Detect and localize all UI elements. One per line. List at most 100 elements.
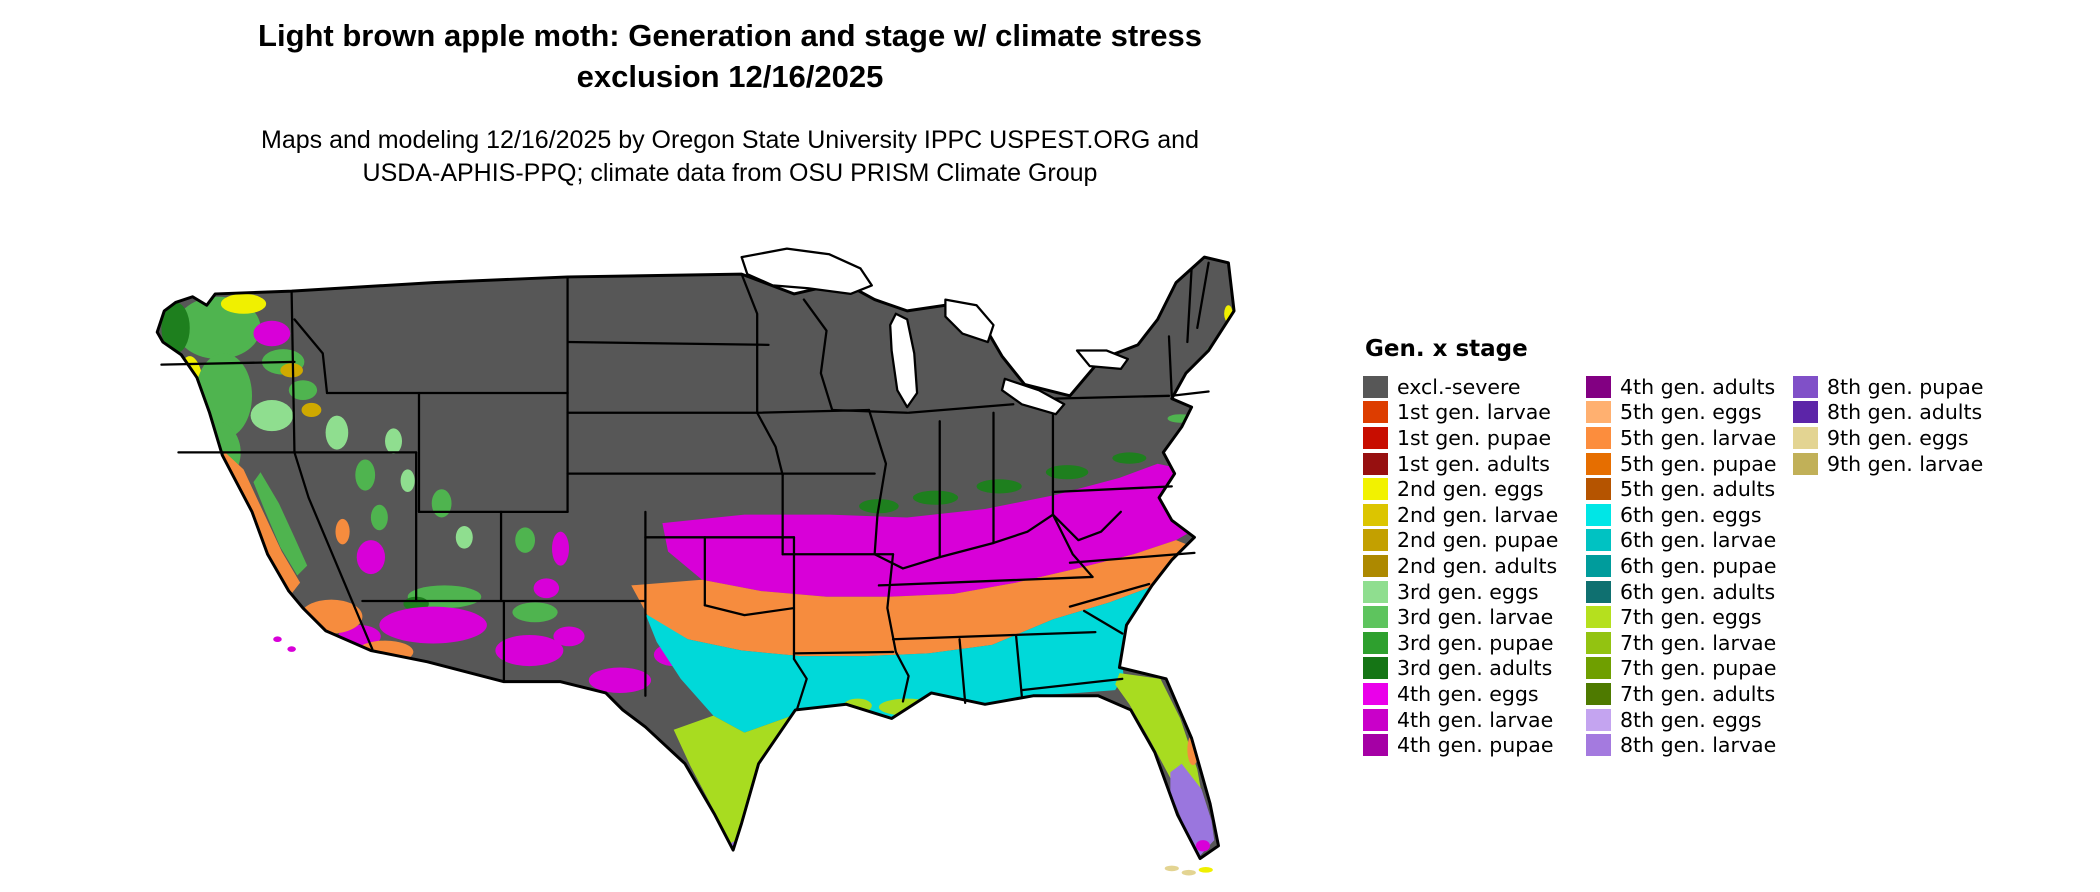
legend-label: 6th gen. adults — [1620, 579, 1776, 604]
legend-label: 7th gen. larvae — [1620, 630, 1777, 655]
state-borders — [160, 261, 1210, 712]
subtitle-line-2: USDA-APHIS-PPQ; climate data from OSU PR… — [362, 159, 1098, 188]
legend-column: excl.-severe 1st gen. larvae 1st gen. pupa… — [1363, 374, 1586, 758]
legend-label: 2nd gen. eggs — [1397, 477, 1544, 502]
legend-swatch — [1586, 426, 1611, 449]
legend-item: 9th gen. eggs — [1793, 425, 1983, 451]
legend: Gen. x stage excl.-severe 1st gen. larvae… — [1363, 336, 1983, 758]
legend-item: 2nd gen. adults — [1363, 553, 1586, 579]
lake-erie — [1000, 377, 1066, 416]
legend-swatch — [1363, 682, 1388, 705]
page-subtitle: Maps and modeling 12/16/2025 by Oregon S… — [60, 124, 1400, 191]
legend-label: 8th gen. pupae — [1827, 374, 1984, 399]
legend-label: 4th gen. larvae — [1397, 707, 1554, 732]
legend-swatch — [1363, 503, 1388, 526]
legend-label: 3rd gen. larvae — [1397, 605, 1554, 630]
legend-label: 4th gen. adults — [1620, 374, 1776, 399]
us-outline — [155, 255, 1236, 861]
legend-swatch — [1586, 503, 1611, 526]
legend-item: 9th gen. larvae — [1793, 451, 1983, 477]
legend-label: 5th gen. pupae — [1620, 451, 1777, 476]
legend-label: 9th gen. eggs — [1827, 425, 1969, 450]
legend-swatch — [1363, 708, 1388, 731]
legend-item: 3rd gen. larvae — [1363, 604, 1586, 630]
map-region-sierra — [253, 472, 308, 576]
legend-label: 5th gen. adults — [1620, 477, 1776, 502]
legend-swatch — [1363, 426, 1388, 449]
legend-title: Gen. x stage — [1365, 336, 1528, 362]
legend-label: 9th gen. larvae — [1827, 451, 1984, 476]
legend-swatch — [1586, 631, 1611, 654]
legend-item: excl.-severe — [1363, 374, 1586, 400]
legend-swatch — [1586, 401, 1611, 424]
legend-item: 4th gen. adults — [1586, 374, 1793, 400]
legend-label: excl.-severe — [1397, 374, 1521, 399]
legend-item: 1st gen. larvae — [1363, 400, 1586, 426]
legend-item: 6th gen. larvae — [1586, 528, 1793, 554]
legend-swatch — [1363, 554, 1388, 577]
subtitle-line-1: Maps and modeling 12/16/2025 by Oregon S… — [261, 125, 1199, 154]
legend-item: 7th gen. adults — [1586, 681, 1793, 707]
legend-label: 3rd gen. pupae — [1397, 630, 1554, 655]
legend-label: 6th gen. eggs — [1620, 502, 1762, 527]
legend-item: 1st gen. pupae — [1363, 425, 1586, 451]
legend-swatch — [1793, 375, 1818, 398]
legend-swatch — [1363, 478, 1388, 501]
legend-label: 5th gen. larvae — [1620, 425, 1777, 450]
legend-item: 6th gen. eggs — [1586, 502, 1793, 528]
legend-item: 5th gen. pupae — [1586, 451, 1793, 477]
legend-swatch — [1363, 529, 1388, 552]
legend-swatch — [1363, 606, 1388, 629]
legend-item: 4th gen. eggs — [1363, 681, 1586, 707]
legend-swatch — [1363, 452, 1388, 475]
legend-swatch — [1586, 580, 1611, 603]
legend-label: 8th gen. eggs — [1620, 707, 1762, 732]
legend-label: 7th gen. adults — [1620, 681, 1776, 706]
legend-swatch — [1363, 401, 1388, 424]
legend-swatch — [1586, 452, 1611, 475]
lake-huron — [944, 298, 995, 344]
legend-item: 6th gen. adults — [1586, 579, 1793, 605]
legend-swatch — [1793, 401, 1818, 424]
legend-label: 6th gen. larvae — [1620, 528, 1777, 553]
legend-column: 8th gen. pupae 8th gen. adults 9th gen. eg… — [1793, 374, 1983, 476]
title-block: Light brown apple moth: Generation and s… — [60, 16, 1400, 191]
legend-swatch — [1363, 734, 1388, 757]
legend-item: 7th gen. larvae — [1586, 630, 1793, 656]
legend-swatch — [1586, 554, 1611, 577]
legend-item: 2nd gen. larvae — [1363, 502, 1586, 528]
legend-item: 5th gen. eggs — [1586, 400, 1793, 426]
legend-item: 7th gen. pupae — [1586, 656, 1793, 682]
legend-item: 6th gen. pupae — [1586, 553, 1793, 579]
legend-item: 8th gen. eggs — [1586, 707, 1793, 733]
legend-label: 2nd gen. adults — [1397, 553, 1558, 578]
legend-label: 1st gen. pupae — [1397, 425, 1552, 450]
legend-label: 3rd gen. adults — [1397, 656, 1553, 681]
legend-swatch — [1586, 606, 1611, 629]
lake-ontario — [1075, 349, 1130, 371]
legend-label: 4th gen. pupae — [1397, 733, 1554, 758]
us-generation-stage-map — [92, 226, 1312, 884]
legend-item: 8th gen. larvae — [1586, 732, 1793, 758]
map-band-gen4 — [662, 463, 1215, 597]
map-band-gen8-florida — [1170, 763, 1215, 856]
legend-swatch — [1793, 452, 1818, 475]
legend-item: 8th gen. pupae — [1793, 374, 1983, 400]
legend-item: 3rd gen. eggs — [1363, 579, 1586, 605]
us-map-svg — [155, 247, 1236, 876]
legend-label: 4th gen. eggs — [1397, 681, 1539, 706]
lake-michigan — [889, 312, 919, 409]
legend-column: 4th gen. adults 5th gen. eggs 5th gen. lar… — [1586, 374, 1793, 758]
map-band-gen6 — [645, 585, 1172, 733]
legend-label: 5th gen. eggs — [1620, 400, 1762, 425]
legend-label: 2nd gen. pupae — [1397, 528, 1559, 553]
map-band-gen5 — [631, 540, 1198, 657]
legend-item: 5th gen. larvae — [1586, 425, 1793, 451]
legend-label: 8th gen. larvae — [1620, 733, 1777, 758]
lake-superior — [740, 247, 873, 296]
page-title: Light brown apple moth: Generation and s… — [60, 16, 1400, 98]
legend-swatch — [1586, 682, 1611, 705]
great-lakes — [740, 247, 1130, 416]
legend-swatch — [1363, 375, 1388, 398]
legend-swatch — [1363, 631, 1388, 654]
